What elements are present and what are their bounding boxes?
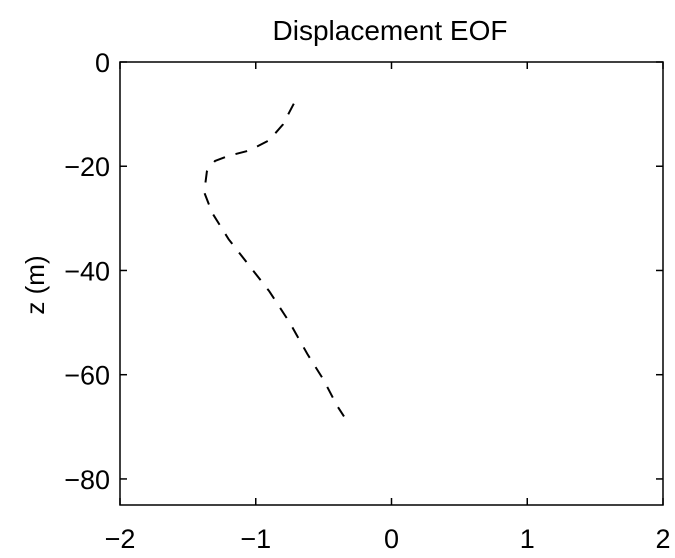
x-tick-label: 2 <box>655 524 670 554</box>
y-axis: 0 −20 −40 −60 −80 <box>64 48 663 495</box>
series-line <box>203 103 345 417</box>
x-tick-label: 0 <box>384 524 399 554</box>
y-tick-label: −40 <box>64 256 110 286</box>
y-tick-label: −80 <box>64 465 110 495</box>
series-layer <box>203 103 345 417</box>
x-axis: −2 −1 0 1 2 <box>105 62 671 554</box>
chart-title: Displacement EOF <box>273 15 508 46</box>
y-axis-label: z (m) <box>20 255 50 314</box>
x-tick-label: 1 <box>520 524 535 554</box>
y-tick-label: −60 <box>64 361 110 391</box>
x-tick-label: −2 <box>105 524 136 554</box>
y-tick-label: −20 <box>64 152 110 182</box>
x-tick-label: −1 <box>240 524 271 554</box>
y-tick-label: 0 <box>95 48 110 78</box>
plot-frame <box>119 61 664 506</box>
